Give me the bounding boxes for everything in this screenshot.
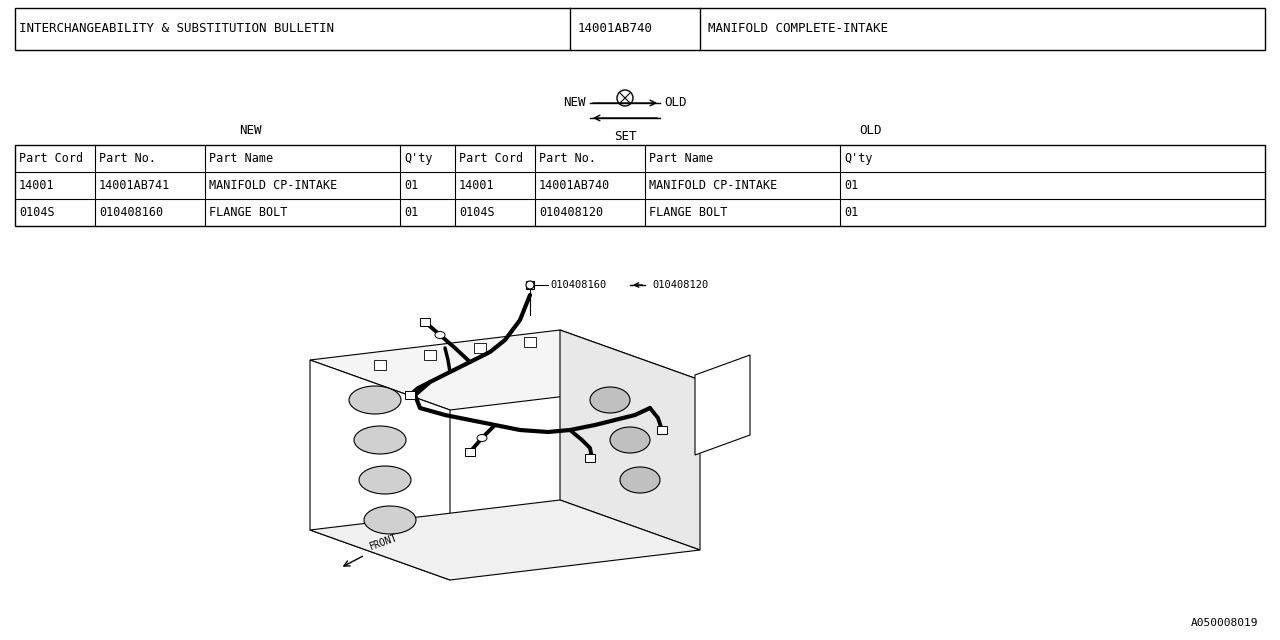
Bar	[526, 281, 534, 289]
Ellipse shape	[620, 467, 660, 493]
Ellipse shape	[358, 466, 411, 494]
Polygon shape	[561, 330, 700, 550]
Text: MANIFOLD CP-INTAKE: MANIFOLD CP-INTAKE	[649, 179, 777, 192]
Bar	[585, 454, 595, 462]
Text: 0104S: 0104S	[460, 206, 494, 219]
Text: 14001AB741: 14001AB741	[99, 179, 170, 192]
Text: SET: SET	[613, 130, 636, 143]
Bar	[424, 350, 436, 360]
Text: FLANGE BOLT: FLANGE BOLT	[209, 206, 288, 219]
Bar	[657, 426, 667, 434]
Text: 010408120: 010408120	[539, 206, 603, 219]
Polygon shape	[695, 355, 750, 455]
Bar	[15, 8, 1265, 50]
Text: OLD: OLD	[664, 97, 686, 109]
Text: 01: 01	[844, 179, 859, 192]
Circle shape	[526, 281, 534, 289]
Text: NEW: NEW	[563, 97, 586, 109]
Text: Part Cord: Part Cord	[19, 152, 83, 165]
Polygon shape	[310, 500, 700, 580]
Text: FRONT: FRONT	[369, 532, 399, 552]
Ellipse shape	[355, 426, 406, 454]
Text: 14001: 14001	[460, 179, 494, 192]
Bar	[465, 448, 475, 456]
Bar	[474, 343, 486, 353]
Bar	[524, 337, 536, 347]
Text: MANIFOLD CP-INTAKE: MANIFOLD CP-INTAKE	[209, 179, 337, 192]
Bar	[404, 391, 415, 399]
Ellipse shape	[435, 332, 445, 339]
Text: 14001AB740: 14001AB740	[579, 22, 653, 35]
Text: 01: 01	[404, 206, 419, 219]
Text: Q'ty: Q'ty	[844, 152, 873, 165]
Ellipse shape	[477, 435, 486, 442]
Text: INTERCHANGEABILITY & SUBSTITUTION BULLETIN: INTERCHANGEABILITY & SUBSTITUTION BULLET…	[19, 22, 334, 35]
Bar	[374, 360, 387, 370]
Text: A050008019: A050008019	[1190, 618, 1258, 628]
Text: Q'ty: Q'ty	[404, 152, 433, 165]
Text: NEW: NEW	[239, 124, 261, 136]
Text: OLD: OLD	[859, 124, 881, 136]
Ellipse shape	[349, 386, 401, 414]
Text: 14001: 14001	[19, 179, 55, 192]
Text: 01: 01	[844, 206, 859, 219]
Text: 14001AB740: 14001AB740	[539, 179, 611, 192]
Polygon shape	[310, 330, 700, 410]
Text: 010408160: 010408160	[550, 280, 607, 290]
Text: Part No.: Part No.	[539, 152, 596, 165]
Text: Part Name: Part Name	[649, 152, 713, 165]
Text: Part Cord: Part Cord	[460, 152, 524, 165]
Text: FLANGE BOLT: FLANGE BOLT	[649, 206, 727, 219]
Bar	[420, 318, 430, 326]
Text: 0104S: 0104S	[19, 206, 55, 219]
Text: Part Name: Part Name	[209, 152, 273, 165]
Ellipse shape	[590, 387, 630, 413]
Ellipse shape	[611, 427, 650, 453]
Text: 010408120: 010408120	[652, 280, 708, 290]
Text: MANIFOLD COMPLETE-INTAKE: MANIFOLD COMPLETE-INTAKE	[708, 22, 888, 35]
Polygon shape	[310, 360, 451, 580]
Bar	[15, 145, 1265, 226]
Ellipse shape	[364, 506, 416, 534]
Text: Part No.: Part No.	[99, 152, 156, 165]
Text: 01: 01	[404, 179, 419, 192]
Text: 010408160: 010408160	[99, 206, 163, 219]
